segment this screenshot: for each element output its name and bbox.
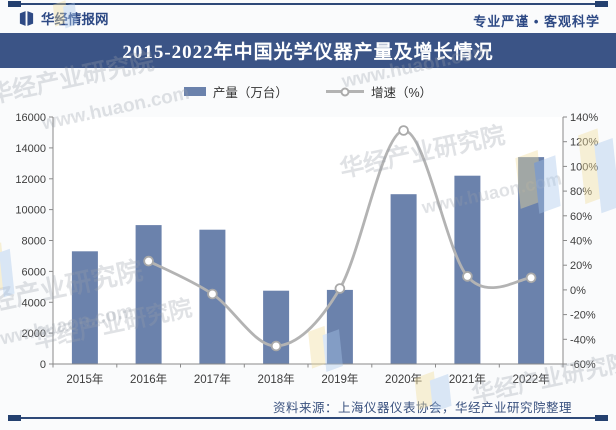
y-left-tick-label: 2000 (22, 328, 46, 340)
bar-2020年 (390, 194, 417, 364)
x-tick-label: 2016年 (130, 372, 167, 386)
y-right-tick-label: 80% (570, 186, 592, 198)
chart-title-bar: 2015-2022年中国光学仪器产量及增长情况 (0, 33, 616, 68)
top-divider (8, 1, 608, 7)
chart-title: 2015-2022年中国光学仪器产量及增长情况 (122, 42, 494, 63)
header-slogan: 专业严谨 • 客观科学 (473, 14, 600, 29)
brand[interactable]: 华经情报网 (18, 8, 109, 28)
growth-marker-2022年 (525, 272, 537, 284)
y-left-tick-label: 16000 (15, 112, 46, 124)
x-tick-label: 2019年 (321, 372, 358, 386)
y-right-tick-label: -60% (570, 359, 596, 371)
y-right-tick-label: 60% (570, 211, 592, 223)
y-right-tick-label: 140% (570, 112, 598, 124)
bar-2021年 (454, 175, 481, 364)
divider-cap-left (8, 415, 21, 421)
legend-label-growth: 增速（%） (370, 86, 433, 100)
growth-marker-2021年 (462, 271, 473, 282)
growth-marker-2019年 (334, 283, 346, 294)
growth-marker-2018年 (270, 340, 282, 352)
plot-background (53, 117, 563, 364)
y-right-tick-label: 100% (570, 161, 598, 173)
y-left-tick-label: 12000 (15, 174, 46, 186)
bottom-divider (8, 415, 608, 421)
x-tick-label: 2018年 (258, 372, 295, 386)
divider-cap-left (8, 1, 21, 7)
bar-swatch-icon (183, 87, 206, 96)
line-swatch-icon (325, 87, 364, 96)
divider-cap-right (595, 415, 608, 421)
x-tick-label: 2017年 (194, 372, 231, 386)
y-right-tick-label: 20% (570, 260, 592, 272)
brand-name: 华经情报网 (41, 12, 109, 27)
y-left-tick-label: 10000 (15, 205, 46, 217)
y-right-tick-label: -20% (570, 310, 596, 322)
x-tick-label: 2021年 (449, 372, 486, 386)
y-left-tick-label: 0 (40, 359, 46, 371)
brand-logo-icon (19, 10, 34, 26)
axis-labels: 0 2000 4000 6000 8000 10000 12000 14000 16000 -60… (15, 112, 598, 386)
growth-marker-2020年 (398, 125, 409, 136)
x-tick-label: 2015年 (66, 372, 103, 386)
x-tick-label: 2022年 (513, 372, 550, 386)
legend-item-production[interactable]: 产量（万台） (183, 82, 288, 101)
bar-2015年 (71, 251, 98, 364)
y-right-tick-label: 0% (570, 285, 586, 297)
y-left-tick-label: 4000 (22, 297, 46, 309)
y-right-tick-label: 40% (570, 236, 592, 248)
legend-label-production: 产量（万台） (212, 86, 288, 100)
y-left-tick-label: 8000 (22, 236, 46, 248)
legend-item-growth[interactable]: 增速（%） (325, 82, 433, 101)
axes (49, 116, 567, 368)
growth-marker-2017年 (207, 288, 218, 300)
x-tick-label: 2020年 (385, 372, 422, 386)
y-left-tick-label: 14000 (15, 143, 46, 155)
bar-2022年 (518, 157, 545, 364)
bar-2016年 (135, 225, 162, 364)
bar-2018年 (263, 290, 290, 364)
divider-cap-right (595, 1, 608, 7)
y-right-tick-label: -40% (570, 334, 596, 346)
header: 华经情报网 专业严谨 • 客观科学 (0, 8, 616, 32)
chart-legend: 产量（万台） 增速（%） (0, 82, 616, 101)
y-right-tick-label: 120% (570, 137, 598, 149)
source-note: 资料来源：上海仪器仪表协会，华经产业研究院整理 (272, 401, 572, 415)
growth-marker-2016年 (143, 255, 154, 267)
y-left-tick-label: 6000 (22, 266, 46, 278)
